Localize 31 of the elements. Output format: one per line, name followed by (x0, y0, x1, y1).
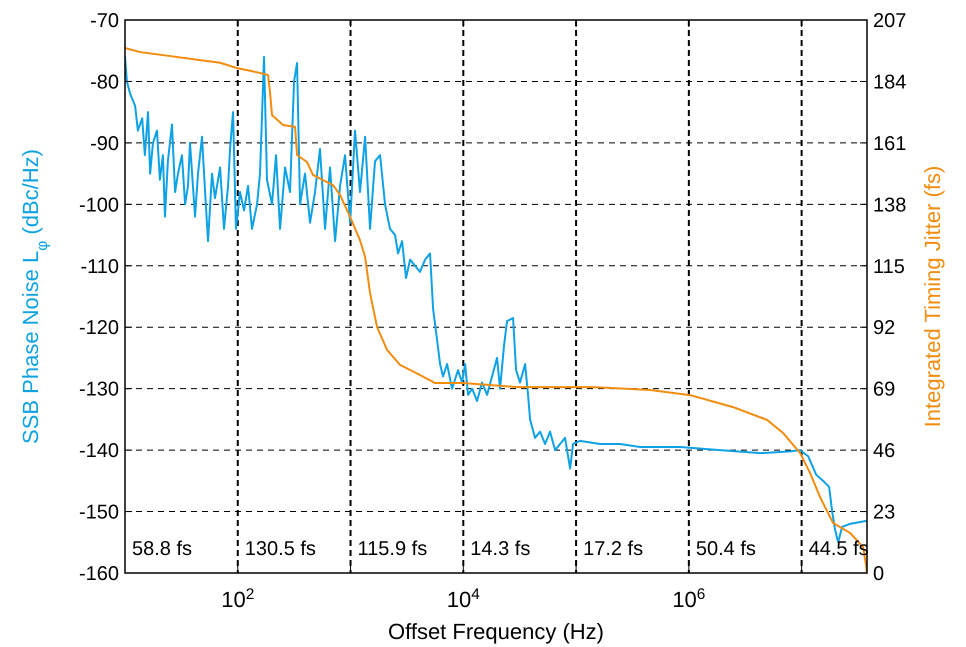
y2-tick-label: 138 (873, 194, 906, 216)
y2-tick-label: 0 (873, 563, 884, 585)
y-tick-label: -140 (78, 440, 119, 462)
annotation: 130.5 fs (244, 538, 316, 560)
annotation: 58.8 fs (132, 538, 192, 560)
y2-tick-label: 46 (873, 440, 896, 462)
y-tick-label: -130 (78, 378, 119, 401)
y-tick-label: -120 (78, 317, 119, 340)
annotation: 17.2 fs (583, 538, 644, 560)
y-tick-label: -90 (90, 132, 119, 155)
y2-tick-label: 115 (873, 256, 905, 278)
annotation: 115.9 fs (358, 538, 428, 560)
x-tick-label: 10$^{2}$ (221, 586, 254, 612)
y2-tick-label: 23 (873, 502, 896, 524)
y-tick-label: -70 (90, 10, 119, 32)
y-tick-label: -110 (80, 256, 119, 278)
annotation: 14.3 fs (470, 538, 530, 560)
y-tick-label: -100 (78, 194, 119, 216)
y-tick-label: -80 (90, 71, 119, 94)
y2-tick-label: 207 (873, 10, 906, 32)
x-axis-title: Offset Frequency (Hz) (388, 619, 604, 644)
x-tick-label: 10$^{4}$ (446, 586, 480, 612)
y2-tick-label: 184 (873, 71, 906, 94)
y2-tick-label: 69 (873, 378, 896, 401)
y2-tick-label: 92 (873, 317, 896, 340)
annotation: 50.4 fs (696, 538, 756, 560)
y-tick-label: -150 (78, 502, 119, 524)
x-tick-label: 10$^{6}$ (672, 586, 706, 612)
y2-axis-title: Integrated Timing Jitter (fs) (920, 166, 945, 428)
y2-tick-label: 161 (873, 132, 906, 155)
y-tick-label: -160 (78, 563, 119, 585)
